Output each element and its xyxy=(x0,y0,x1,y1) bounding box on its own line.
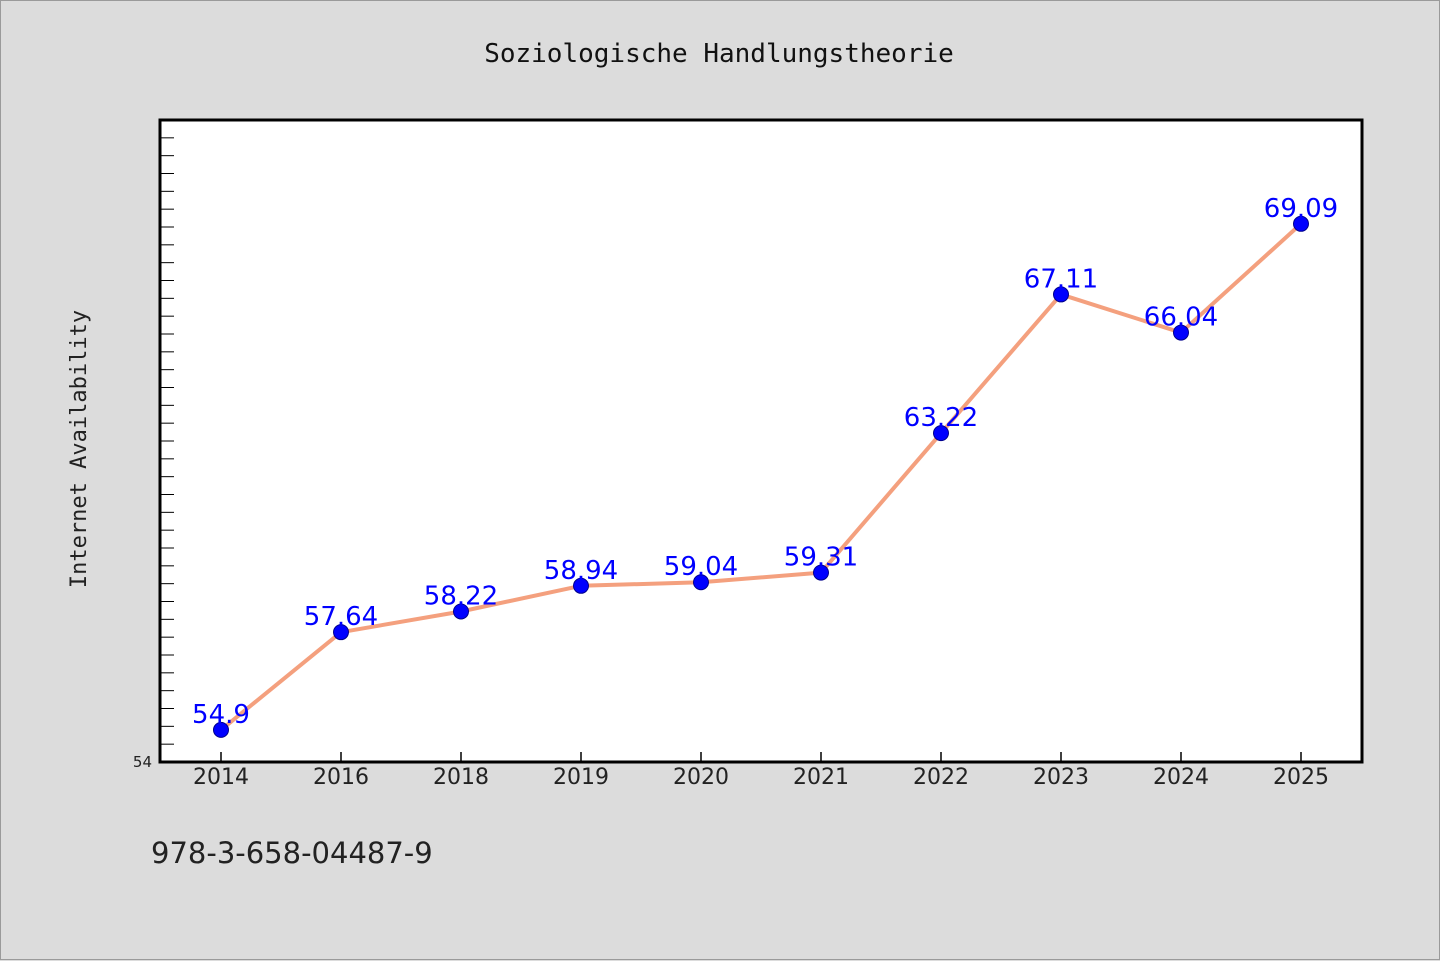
plot-area xyxy=(158,118,1364,764)
data-label: 66.04 xyxy=(1144,303,1218,333)
data-label: 69.09 xyxy=(1264,194,1338,224)
x-tick-label: 2023 xyxy=(1033,765,1089,790)
data-point xyxy=(693,574,709,591)
data-label: 59.31 xyxy=(784,543,858,573)
data-point xyxy=(213,721,229,738)
data-point xyxy=(333,624,349,641)
footer-code: 978-3-658-04487-9 xyxy=(151,836,433,870)
data-point xyxy=(1293,215,1309,232)
x-tick-label: 2014 xyxy=(193,765,249,790)
data-label: 54.9 xyxy=(192,700,250,730)
data-label: 59.04 xyxy=(664,552,738,582)
x-tick-label: 2019 xyxy=(553,765,609,790)
x-tick-label: 2018 xyxy=(433,765,489,790)
chart-title: Soziologische Handlungstheorie xyxy=(484,39,954,69)
data-label: 58.94 xyxy=(544,556,618,586)
data-point xyxy=(1053,286,1069,303)
data-point xyxy=(573,577,589,594)
data-label: 63.22 xyxy=(904,403,978,433)
data-point xyxy=(933,425,949,442)
data-label: 58.22 xyxy=(424,581,498,611)
data-markers xyxy=(213,215,1309,738)
y-tick-label: 54 xyxy=(133,753,152,771)
series-line xyxy=(219,222,1303,732)
x-axis: 2014 2016 2018 2019 2020 2021 2022 2023 2024 2025 xyxy=(193,752,1329,790)
x-tick-label: 2016 xyxy=(313,765,369,790)
data-point xyxy=(813,564,829,581)
data-label: 57.64 xyxy=(304,602,378,632)
data-point xyxy=(453,603,469,620)
data-labels: 54.9 57.64 58.22 58.94 59.04 59.31 63.22 67.11 6… xyxy=(192,194,1338,730)
x-tick-label: 2022 xyxy=(913,765,969,790)
data-point xyxy=(1173,324,1189,341)
x-tick-label: 2025 xyxy=(1273,765,1329,790)
x-tick-label: 2020 xyxy=(673,765,729,790)
x-tick-label: 2024 xyxy=(1153,765,1209,790)
y-axis-ticks xyxy=(160,137,174,745)
data-label: 67.11 xyxy=(1024,264,1098,294)
x-tick-label: 2021 xyxy=(793,765,849,790)
y-axis-label: Internet Availability xyxy=(67,310,92,588)
